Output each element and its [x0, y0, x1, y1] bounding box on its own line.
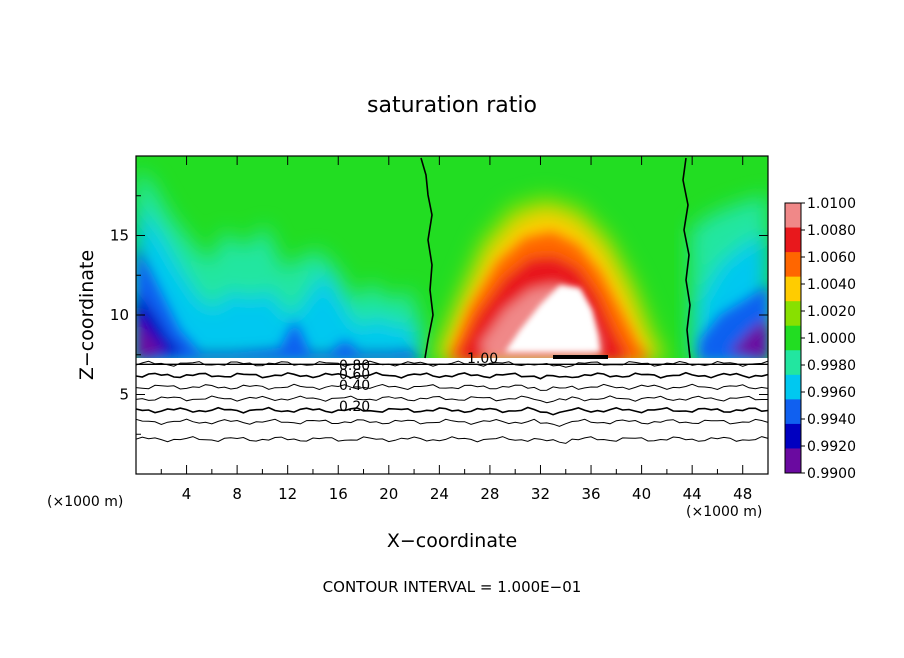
colorbar-label: 1.0020 — [807, 304, 856, 320]
contour-line — [135, 418, 769, 427]
colorbar-label: 1.0040 — [807, 277, 856, 293]
colorbar-swatch — [785, 350, 801, 376]
colorbar-label: 0.9900 — [807, 466, 856, 482]
color-field — [136, 156, 768, 474]
colorbar-swatch — [785, 227, 801, 253]
colorbar-swatch — [785, 203, 801, 229]
x-tick-label: 24 — [430, 485, 449, 503]
colorbar-label: 1.0100 — [807, 196, 856, 212]
y-tick-label: 10 — [110, 306, 129, 324]
x-tick-label: 32 — [531, 485, 550, 503]
contour-label-group: 0.80 0.60 0.40 0.20 1.00 — [339, 351, 498, 415]
colorbar-swatch — [785, 423, 801, 449]
x-tick-label: 4 — [182, 485, 192, 503]
colorbar-label: 1.0000 — [807, 331, 856, 347]
colorbar-swatch — [785, 399, 801, 425]
y-tick-label: 5 — [119, 386, 129, 404]
colorbar-swatch — [785, 325, 801, 351]
y-axis-title: Z−coordinate — [76, 250, 98, 380]
contour-label-1-00: 1.00 — [467, 351, 498, 367]
colorbar-label: 0.9940 — [807, 412, 856, 428]
contour-interval-note: CONTOUR INTERVAL = 1.000E−01 — [323, 578, 582, 596]
x-tick-label: 40 — [632, 485, 651, 503]
x-tick-label: 16 — [329, 485, 348, 503]
colorbar-swatch — [785, 448, 801, 474]
saturation-boundary-right — [682, 157, 691, 359]
colorbar-swatch — [785, 276, 801, 302]
colorbar-swatch — [785, 374, 801, 400]
x-unit-label-right: (×1000 m) — [686, 504, 762, 520]
x-unit-label-left: (×1000 m) — [47, 494, 123, 510]
x-tick-label: 8 — [232, 485, 242, 503]
contour-line — [135, 406, 769, 416]
chart-title: saturation ratio — [367, 93, 537, 118]
x-axis-title: X−coordinate — [387, 530, 517, 552]
colorbar-label: 0.9960 — [807, 385, 856, 401]
contour-label-0-40: 0.40 — [339, 378, 370, 394]
contour-line — [135, 383, 769, 391]
contour-line — [135, 436, 769, 444]
saturation-boundary-left — [420, 157, 434, 359]
colorbar-swatch — [785, 301, 801, 327]
colorbar-label: 1.0060 — [807, 250, 856, 266]
contour-line — [135, 371, 769, 380]
colorbar-swatch — [785, 252, 801, 278]
x-tick-label: 44 — [683, 485, 702, 503]
colorbar-label: 0.9920 — [807, 439, 856, 455]
colorbar-label: 1.0080 — [807, 223, 856, 239]
contour-line — [135, 395, 768, 404]
x-tick-label: 48 — [733, 485, 752, 503]
y-tick-label: 15 — [110, 227, 129, 245]
y-axis: 5 10 15 — [110, 195, 768, 435]
x-tick-label: 36 — [581, 485, 600, 503]
x-axis: 4 8 12 16 20 24 28 32 36 40 44 48 — [160, 156, 752, 503]
contour-label-0-20: 0.20 — [339, 399, 370, 415]
x-tick-label: 20 — [379, 485, 398, 503]
contour-label-0-80: 0.80 — [339, 358, 370, 374]
contour-label-0-60: 0.60 — [339, 367, 370, 383]
x-tick-label: 28 — [480, 485, 499, 503]
colorbar: 1.0100 1.0080 1.0060 1.0040 1.0020 1.0000 0.99… — [784, 196, 856, 482]
colorbar-label: 0.9980 — [807, 358, 856, 374]
contour-lines — [135, 360, 769, 444]
x-tick-label: 12 — [278, 485, 297, 503]
